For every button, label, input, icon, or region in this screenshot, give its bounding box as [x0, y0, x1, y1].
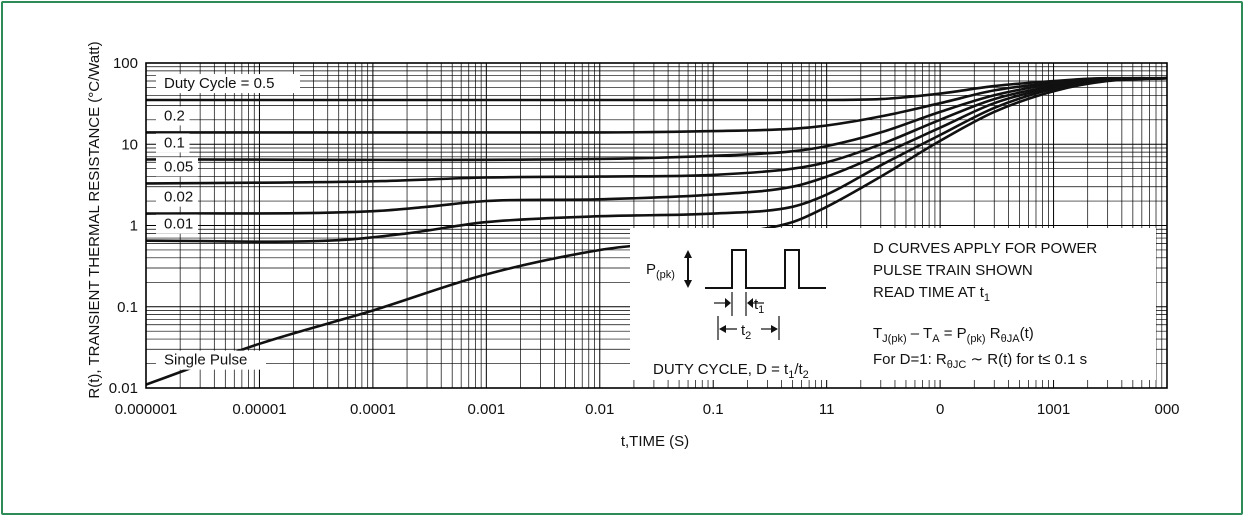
duty-cycle-formula: DUTY CYCLE, D = t1/t2: [653, 361, 809, 381]
series-label-3: 0.05: [164, 158, 193, 175]
note-line-1: D CURVES APPLY FOR POWER: [873, 240, 1097, 257]
t1-arrow-right: [747, 298, 753, 308]
p-arrow-down: [684, 280, 692, 288]
pulse-train-diagram: [687, 249, 826, 340]
x-tick-label: 0.1: [703, 401, 724, 418]
x-tick-label: 1001: [1037, 401, 1070, 418]
x-axis-label: t,TIME (S): [621, 433, 689, 450]
note-d1: For D=1: RθJC ∼ R(t) for t≤ 0.1 s: [873, 351, 1087, 371]
p-pk-label: P(pk): [646, 261, 675, 281]
series-line-0: [146, 76, 1167, 102]
y-tick-label: 0.01: [109, 380, 138, 397]
x-tick-label: 0.000001: [115, 401, 178, 418]
y-tick-label: 10: [121, 136, 138, 153]
x-tick-label: 0.001: [468, 401, 506, 418]
t2-arrow-right: [771, 325, 778, 333]
series-label-bg-6: [156, 350, 266, 370]
series-line-4: [145, 76, 1168, 215]
series-label-bg-0: [156, 74, 300, 94]
y-axis-label: R(t), TRANSIENT THERMAL RESISTANCE (°C/W…: [86, 41, 103, 398]
note-line-2: PULSE TRAIN SHOWN: [873, 262, 1033, 279]
series-label-2: 0.1: [164, 134, 185, 151]
t1-label: t1: [754, 296, 764, 316]
series-label-4: 0.02: [164, 189, 193, 206]
note-equation: TJ(pk) – TA = P(pk) RθJA(t): [873, 325, 1034, 345]
series-label-bg-2: [156, 133, 190, 153]
series-label-0: Duty Cycle = 0.5: [164, 75, 274, 92]
axes: 0.000001 0.00001 0.0001 0.001 0.01 0.1 11 0 1001…: [109, 55, 1180, 418]
y-tick-label: 1: [130, 218, 138, 235]
series-label-5: 0.01: [164, 216, 193, 233]
series-line-5: [145, 76, 1168, 244]
series-label-bg-3: [156, 157, 198, 177]
series-label-bg-1: [156, 106, 190, 126]
note-line-3: READ TIME AT t1: [873, 284, 990, 304]
x-tick-label: 11: [819, 401, 835, 418]
x-tick-label: 0: [936, 401, 944, 418]
t1-arrow-left: [725, 298, 731, 308]
series-line-2: [145, 76, 1168, 162]
series-line-3: [145, 76, 1168, 185]
x-tick-label: 0.00001: [232, 401, 286, 418]
series-label-6: Single Pulse: [164, 352, 247, 369]
series-label-bg-5: [156, 214, 198, 234]
plot-border: [145, 62, 1168, 389]
pulse-arrowheads: [684, 250, 778, 333]
t2-label: t2: [741, 322, 751, 342]
x-tick-label: 000: [1154, 401, 1179, 418]
x-tick-label: 0.0001: [350, 401, 396, 418]
curve-labels: Duty Cycle = 0.5 0.2 0.1 0.05 0.02 0.01 Single…: [156, 74, 300, 370]
p-arrow-up: [684, 250, 692, 258]
t2-arrow-left: [719, 325, 726, 333]
pulse-waveform: [705, 249, 826, 289]
series-label-1: 0.2: [164, 107, 185, 124]
x-tick-label: 0.01: [585, 401, 614, 418]
y-tick-label: 100: [113, 55, 138, 72]
inset-background: [630, 228, 1156, 380]
series-label-bg-4: [156, 187, 198, 207]
y-tick-label: 0.1: [117, 299, 138, 316]
